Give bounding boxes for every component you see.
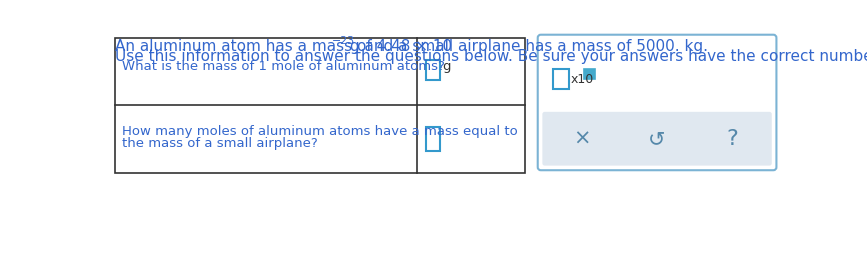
FancyBboxPatch shape bbox=[543, 39, 771, 110]
Text: How many moles of aluminum atoms have a mass equal to: How many moles of aluminum atoms have a … bbox=[122, 125, 518, 138]
Text: ?: ? bbox=[727, 129, 738, 149]
Bar bbox=[426, 127, 440, 151]
Bar bbox=[553, 69, 569, 89]
Text: the mass of a small airplane?: the mass of a small airplane? bbox=[122, 137, 318, 150]
Bar bbox=[584, 69, 595, 79]
Text: An aluminum atom has a mass of 4.48 × 10: An aluminum atom has a mass of 4.48 × 10 bbox=[114, 39, 452, 53]
Text: g and a small airplane has a mass of 5000. kg.: g and a small airplane has a mass of 500… bbox=[345, 39, 707, 53]
FancyBboxPatch shape bbox=[543, 112, 772, 166]
Text: g: g bbox=[442, 60, 451, 73]
Text: ×: × bbox=[573, 129, 591, 149]
Bar bbox=[114, 38, 525, 173]
Text: What is the mass of 1 mole of aluminum atoms?: What is the mass of 1 mole of aluminum a… bbox=[122, 60, 445, 73]
Text: ↺: ↺ bbox=[649, 129, 666, 149]
Bar bbox=[426, 60, 440, 80]
FancyBboxPatch shape bbox=[538, 35, 777, 170]
Text: Use this information to answer the questions below. Be sure your answers have th: Use this information to answer the quest… bbox=[114, 49, 867, 64]
Text: −23: −23 bbox=[331, 36, 355, 46]
Text: x10: x10 bbox=[570, 73, 594, 86]
